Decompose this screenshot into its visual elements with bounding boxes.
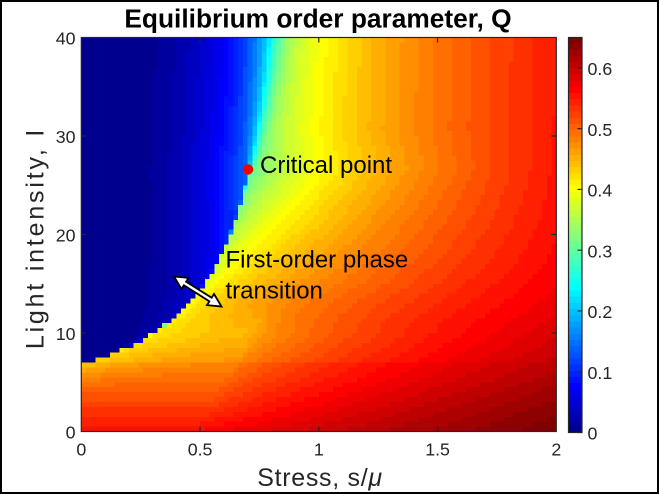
svg-text:1: 1 <box>314 440 324 460</box>
svg-text:0.5: 0.5 <box>588 120 613 140</box>
svg-text:Light intensity, I: Light intensity, I <box>22 127 50 349</box>
svg-text:First-order phase: First-order phase <box>226 247 409 274</box>
svg-text:10: 10 <box>56 324 76 344</box>
svg-text:0.1: 0.1 <box>588 363 613 383</box>
svg-text:0.2: 0.2 <box>588 302 613 322</box>
svg-text:40: 40 <box>56 29 76 49</box>
svg-text:0.5: 0.5 <box>188 440 213 460</box>
svg-text:Stress, s/μ: Stress, s/μ <box>257 464 383 492</box>
svg-text:Critical point: Critical point <box>260 152 392 179</box>
svg-text:20: 20 <box>56 226 76 246</box>
svg-text:0.6: 0.6 <box>588 59 613 79</box>
svg-text:Equilibrium order parameter, Q: Equilibrium order parameter, Q <box>124 4 511 34</box>
svg-text:transition: transition <box>226 278 323 305</box>
svg-text:1.5: 1.5 <box>425 440 450 460</box>
svg-text:0: 0 <box>66 423 76 443</box>
svg-text:0: 0 <box>588 424 598 444</box>
svg-text:0.3: 0.3 <box>588 241 613 261</box>
svg-text:0: 0 <box>76 440 86 460</box>
svg-text:30: 30 <box>56 127 76 147</box>
svg-text:0.4: 0.4 <box>588 181 613 201</box>
svg-text:2: 2 <box>551 440 561 460</box>
